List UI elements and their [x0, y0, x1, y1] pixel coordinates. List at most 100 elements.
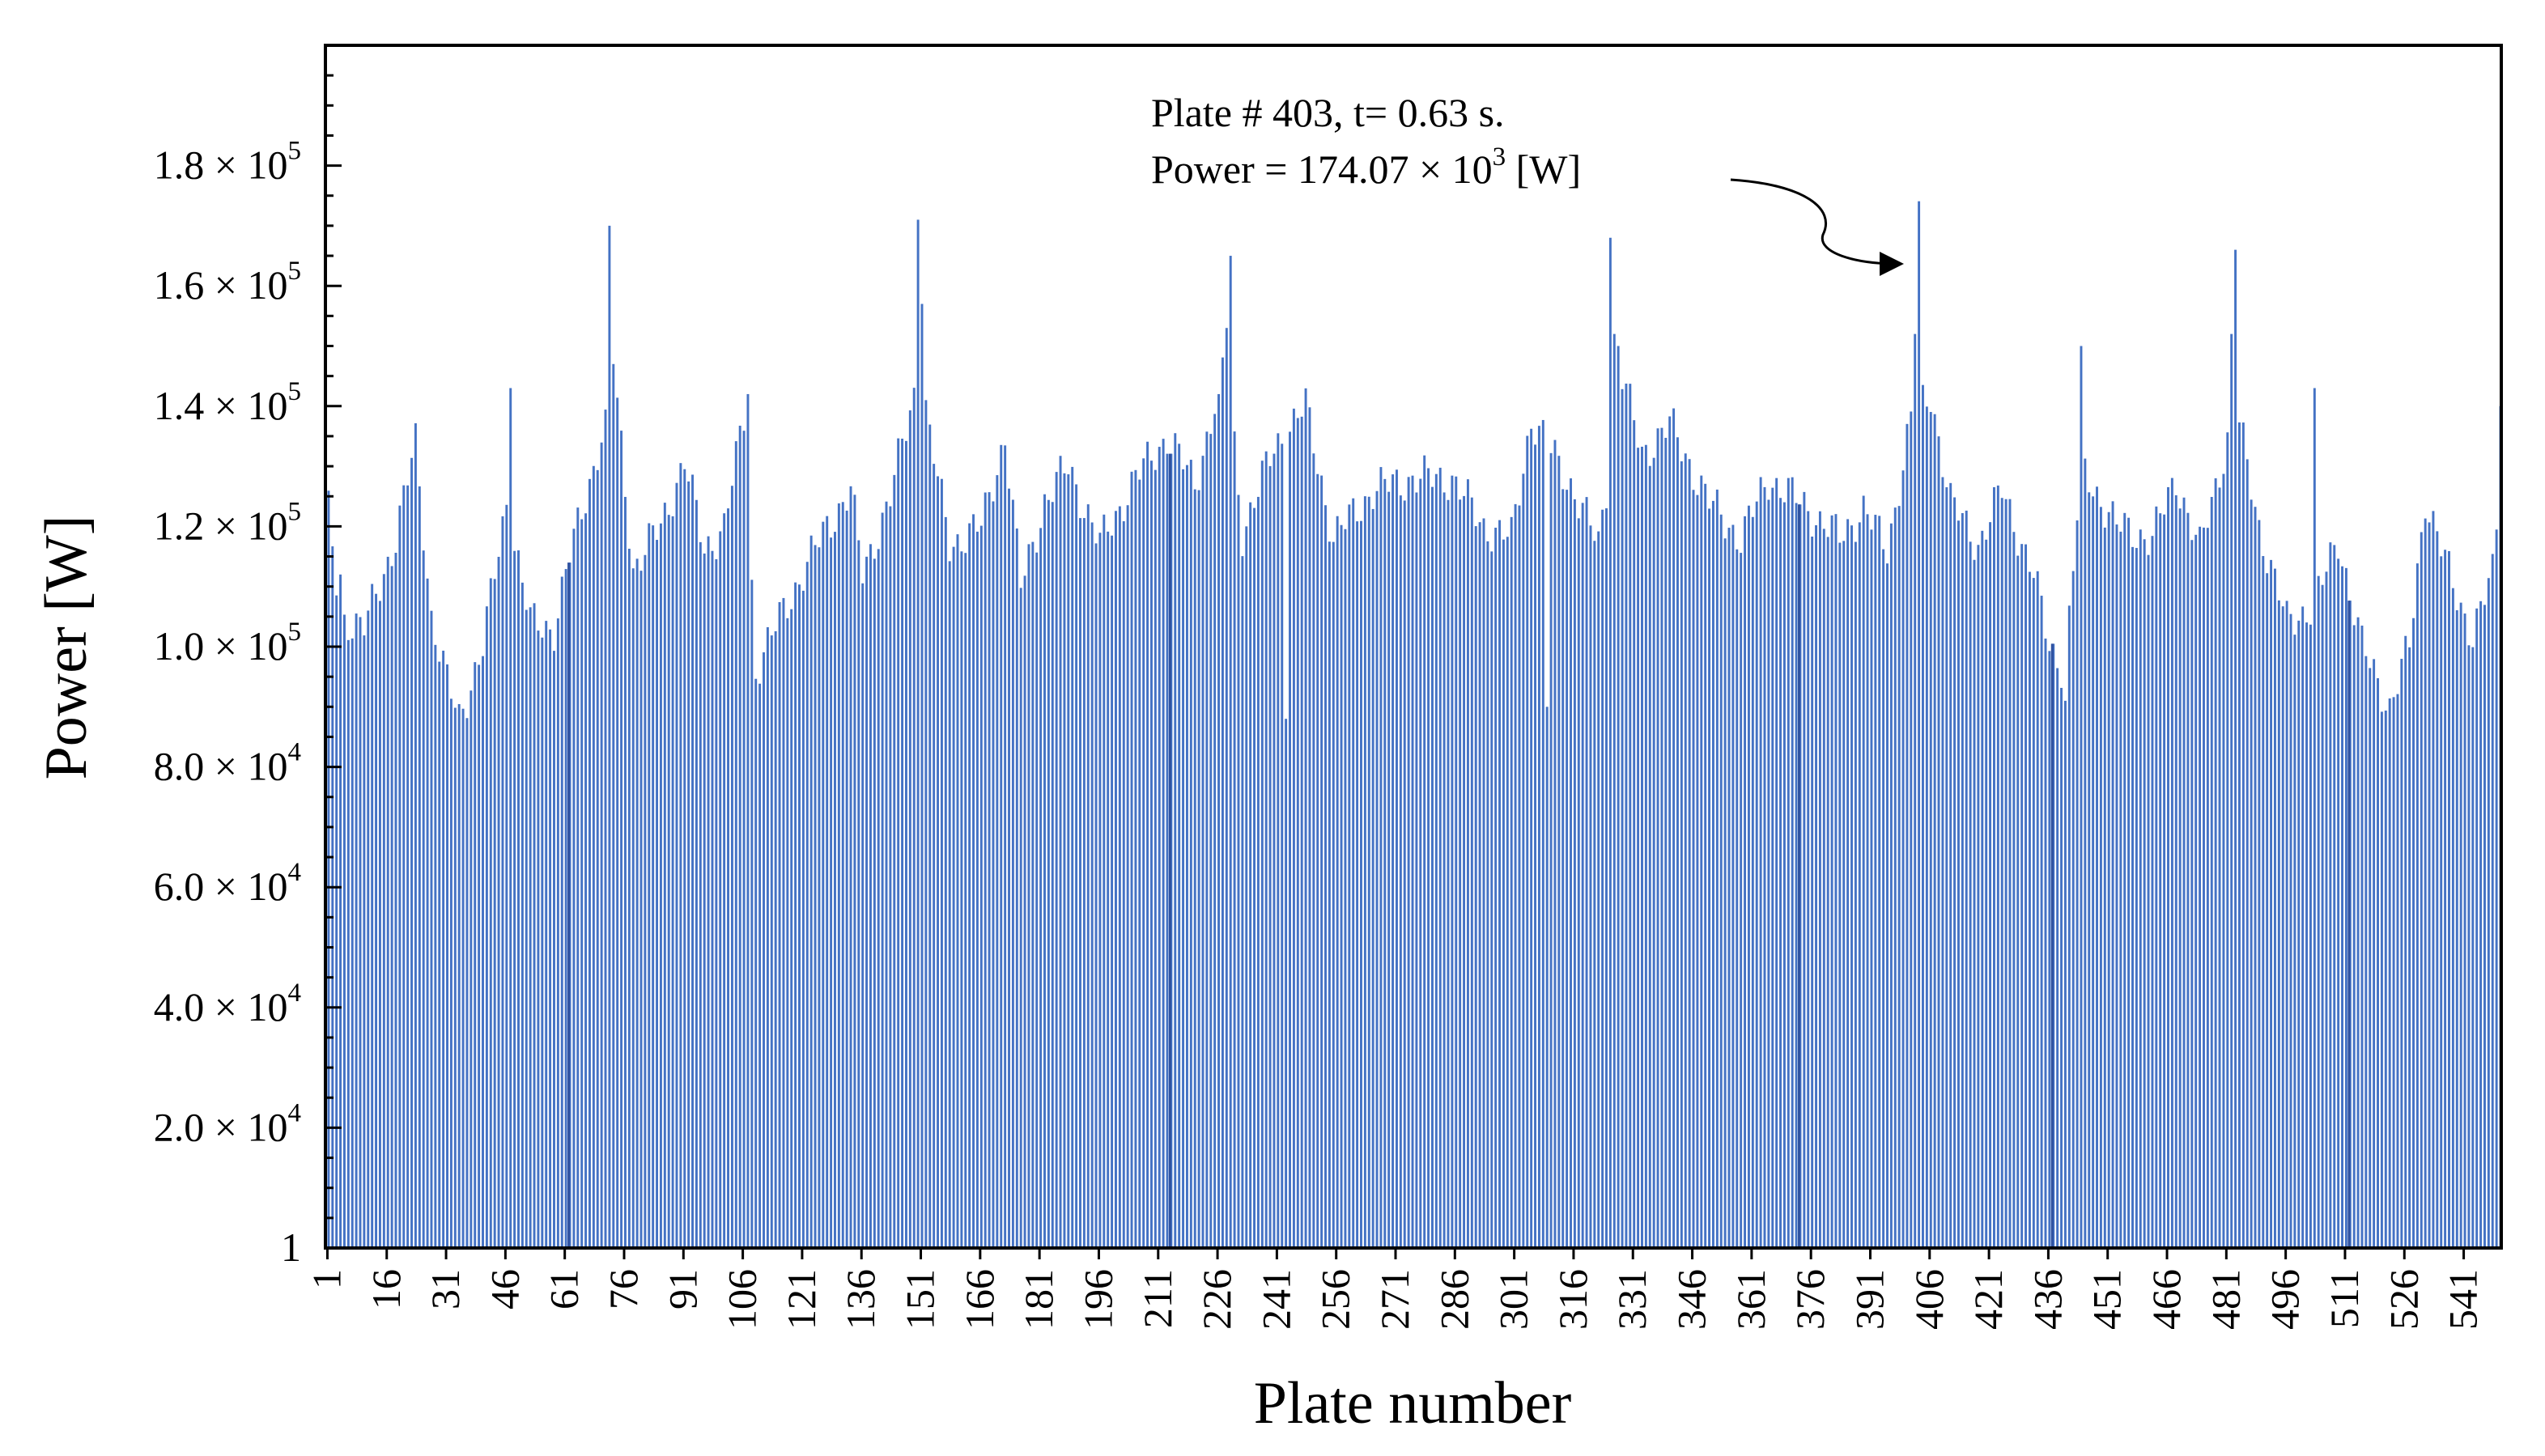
y-tick-label: 1.0 × 105 [154, 618, 301, 669]
bar [691, 474, 694, 1248]
bar [1296, 418, 1299, 1248]
bar [857, 540, 860, 1248]
bar [2131, 546, 2134, 1248]
bar [1759, 477, 1762, 1248]
bar [1815, 524, 1817, 1248]
bar [2186, 512, 2190, 1248]
bar [992, 501, 995, 1248]
bar [2373, 659, 2376, 1248]
bar [1910, 411, 1913, 1249]
bar [414, 422, 417, 1248]
bar [2226, 432, 2229, 1248]
bar [2056, 668, 2059, 1248]
bar [1027, 544, 1030, 1248]
bar [790, 609, 793, 1248]
bar [1886, 563, 1889, 1248]
bar [1973, 559, 1976, 1248]
bar [1115, 511, 1117, 1248]
bar [1174, 433, 1177, 1248]
bar [2262, 556, 2265, 1248]
bar [818, 547, 821, 1248]
bar [1573, 499, 1576, 1248]
bar [2392, 697, 2395, 1248]
bar [375, 593, 378, 1248]
bar [1933, 414, 1936, 1249]
bar [1272, 453, 1276, 1248]
bar [687, 481, 690, 1248]
bar [1897, 506, 1901, 1248]
bar [1874, 515, 1877, 1248]
bar [1866, 514, 1869, 1248]
bar [564, 569, 567, 1248]
y-axis: 1 2.0 × 104 4.0 × 104 6.0 × 104 8.0 × 104 1.0… [154, 44, 342, 1270]
bar [627, 548, 631, 1248]
bar [406, 485, 410, 1248]
bar [1241, 556, 1244, 1248]
bar [707, 536, 710, 1248]
bar [1996, 485, 1999, 1248]
bar [1775, 478, 1778, 1248]
bar [1256, 496, 1260, 1248]
bar [1399, 495, 1402, 1248]
bar [1656, 428, 1659, 1248]
bar [541, 637, 544, 1248]
bar [1672, 408, 1676, 1248]
bar [1570, 478, 1572, 1248]
bar [652, 525, 655, 1248]
bar [1154, 469, 1157, 1248]
bar [1787, 478, 1790, 1248]
bar [1977, 545, 1980, 1248]
bar [2420, 532, 2423, 1248]
bar [1680, 461, 1683, 1248]
bar [1969, 541, 1972, 1248]
bar [2063, 700, 2067, 1248]
bar [1498, 520, 1502, 1248]
bar [2341, 566, 2343, 1248]
bar [770, 635, 773, 1248]
bar [1126, 505, 1129, 1248]
bar [1782, 502, 1786, 1248]
bar [1957, 520, 1960, 1248]
bar [841, 502, 844, 1248]
bar [560, 576, 563, 1248]
bar [2396, 694, 2399, 1248]
bar [1134, 469, 1137, 1248]
bar [410, 457, 414, 1248]
bar [1518, 505, 1521, 1248]
bar [2415, 563, 2419, 1248]
bar [2285, 601, 2288, 1248]
bar [474, 662, 477, 1248]
bar [1597, 531, 1600, 1248]
bar [1637, 448, 1640, 1248]
bar [1612, 333, 1616, 1248]
bar [509, 388, 512, 1248]
bar [529, 607, 532, 1248]
bar [1316, 473, 1319, 1248]
bar [327, 490, 330, 1248]
bar [667, 515, 670, 1248]
bar [2016, 555, 2020, 1248]
bar [2277, 600, 2280, 1248]
bar [1130, 471, 1133, 1248]
bar [1051, 502, 1054, 1248]
bar [1185, 465, 1188, 1248]
bar [1189, 460, 1192, 1248]
bar [1641, 446, 1643, 1248]
bar [2440, 556, 2443, 1248]
bar [960, 551, 963, 1248]
bar [2325, 571, 2328, 1248]
bar [1166, 453, 1169, 1248]
x-tick-label: 526 [2381, 1269, 2426, 1330]
x-tick-label: 136 [838, 1269, 883, 1330]
bar [2194, 534, 2198, 1248]
bar [711, 550, 714, 1248]
bar [1447, 499, 1450, 1248]
bar [2483, 605, 2486, 1248]
bar [1684, 453, 1687, 1248]
bar [1708, 508, 1711, 1248]
bar [2178, 508, 2182, 1248]
bar [2293, 635, 2296, 1248]
bar [1430, 486, 1434, 1248]
bar [2424, 518, 2427, 1248]
bar [794, 582, 797, 1248]
